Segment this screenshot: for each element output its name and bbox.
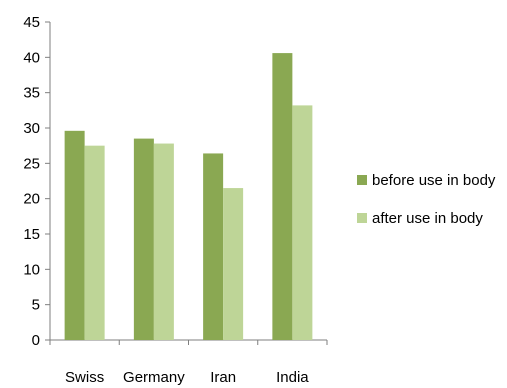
bar-germany-series-0 [133,138,154,340]
bars [64,53,313,341]
bar-iran-series-1 [223,188,244,340]
legend-label-before: before use in body [372,171,496,189]
legend-item-after: after use in body [357,208,495,228]
bar-india-series-1 [292,105,313,341]
labels: 0 5 10 15 20 25 30 35 40 45 Swiss Germany Iran India [23,14,309,386]
x-category-label: Germany [123,369,185,386]
x-category-label: Swiss [65,369,104,386]
y-tick-label: 20 [23,191,40,208]
y-tick-label: 35 [23,85,40,102]
y-tick-label: 25 [23,155,40,172]
bar-swiss-series-1 [84,145,105,340]
y-tick-label: 45 [23,14,40,31]
x-category-label: Iran [210,369,236,386]
legend-swatch-before [357,175,367,185]
y-tick-label: 15 [23,226,40,243]
bar-swiss-series-0 [64,130,85,340]
y-tick-label: 5 [32,297,40,314]
legend-item-before: before use in body [357,170,495,190]
y-tick-label: 30 [23,120,40,137]
legend-label-after: after use in body [372,209,483,227]
legend-swatch-after [357,213,367,223]
y-tick-label: 10 [23,261,40,278]
legend: before use in body after use in body [357,170,495,246]
x-category-label: India [276,369,309,386]
bar-germany-series-1 [153,143,174,340]
bar-iran-series-0 [203,153,224,340]
bar-india-series-0 [272,53,293,341]
y-tick-label: 0 [32,332,40,349]
y-tick-label: 40 [23,49,40,66]
